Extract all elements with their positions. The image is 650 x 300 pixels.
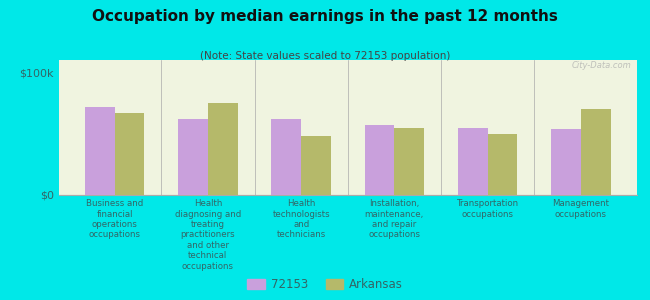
Bar: [178, 119, 208, 195]
Bar: [84, 106, 114, 195]
Bar: [395, 128, 424, 195]
Text: Occupation by median earnings in the past 12 months: Occupation by median earnings in the pas…: [92, 9, 558, 24]
Bar: [551, 129, 581, 195]
Bar: [271, 119, 301, 195]
Bar: [301, 136, 331, 195]
Bar: [114, 113, 144, 195]
Bar: [581, 109, 611, 195]
Text: (Note: State values scaled to 72153 population): (Note: State values scaled to 72153 popu…: [200, 51, 450, 61]
Bar: [488, 134, 517, 195]
Legend: 72153, Arkansas: 72153, Arkansas: [247, 278, 403, 291]
Text: City-Data.com: City-Data.com: [571, 61, 631, 70]
Bar: [458, 128, 488, 195]
Bar: [365, 125, 395, 195]
Bar: [208, 103, 238, 195]
